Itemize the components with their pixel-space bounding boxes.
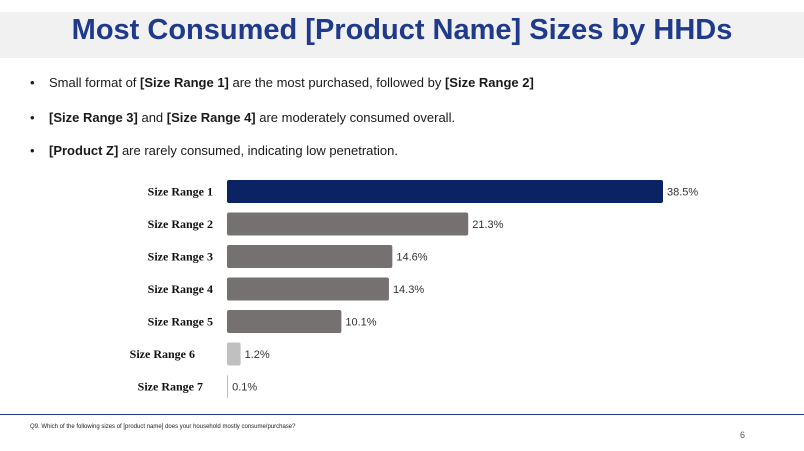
category-label: Size Range 6: [130, 347, 195, 361]
bar-4: [227, 277, 389, 301]
survey-question-footnote: Q9. Which of the following sizes of [pro…: [30, 424, 296, 430]
category-label: Size Range 7: [138, 380, 203, 394]
slide-title: Most Consumed [Product Name] Sizes by HH…: [71, 14, 733, 46]
bullet-text-part: and: [137, 110, 167, 125]
bullet-text-bold: [Size Range 1]: [140, 75, 229, 90]
bullet-text-part: are moderately consumed overall.: [255, 110, 456, 125]
bar-chart: Size Range 1 38.5% Size Range 2 21.3% Size R…: [130, 180, 698, 398]
bar-1: [227, 180, 663, 203]
bullet-text-bold: [Size Range 2]: [444, 75, 534, 90]
bar-6: [227, 342, 241, 366]
bar-3: [227, 245, 393, 268]
bullet-text-part: are the most purchased, followed by: [228, 75, 445, 90]
category-label: Size Range 4: [148, 282, 213, 296]
footer-rule: [0, 414, 804, 415]
bullet-text: Small format of [Size Range 1] are the m…: [49, 75, 534, 90]
bullet-text-bold: [Size Range 3]: [49, 110, 138, 125]
value-label: 14.6%: [396, 252, 427, 264]
bullet-text-part: Small format of: [49, 75, 141, 90]
value-label: 38.5%: [667, 187, 698, 199]
value-label: 14.3%: [393, 284, 424, 296]
category-label: Size Range 5: [148, 315, 213, 329]
value-label: 0.1%: [232, 382, 257, 394]
bar-7: [227, 375, 229, 398]
page-number: 6: [740, 430, 746, 440]
bullet-text-bold: [Size Range 4]: [166, 110, 256, 125]
bullet-dot: •: [30, 143, 35, 158]
bullet-dot: •: [30, 110, 35, 125]
bullet-text: [Product Z] are rarely consumed, indicat…: [49, 143, 398, 158]
bar-5: [227, 310, 342, 333]
bullet-text: [Size Range 3] and [Size Range 4] are mo…: [49, 110, 455, 125]
value-label: 21.3%: [472, 219, 503, 231]
bullet-dot: •: [30, 75, 35, 90]
bullet-text-bold: [Product Z]: [49, 143, 119, 158]
category-label: Size Range 3: [148, 250, 213, 264]
value-label: 10.1%: [345, 317, 376, 329]
bar-2: [227, 212, 469, 236]
bullet-text-part: are rarely consumed, indicating low pene…: [118, 143, 398, 158]
value-label: 1.2%: [245, 349, 270, 361]
title-band: [0, 12, 804, 58]
category-label: Size Range 1: [148, 185, 213, 199]
category-label: Size Range 2: [148, 217, 213, 231]
